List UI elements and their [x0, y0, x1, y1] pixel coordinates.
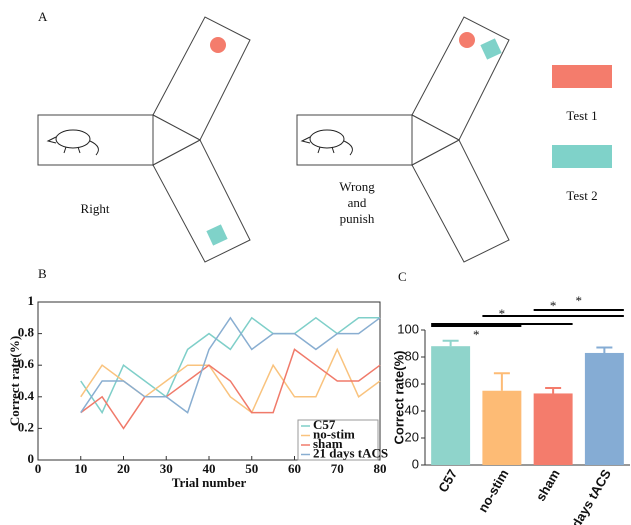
series-line	[81, 318, 380, 413]
x-tick-label: no-stim	[475, 467, 511, 515]
panel-label: B	[38, 266, 47, 281]
y-tick-label: 100	[397, 321, 419, 336]
x-axis-title: Trial number	[172, 475, 247, 490]
legend-swatch	[552, 145, 612, 168]
x-tick-label: 0	[35, 461, 42, 476]
maze-label: Right	[81, 201, 110, 216]
x-tick-label: 30	[160, 461, 173, 476]
x-tick-label: 60	[288, 461, 301, 476]
y-tick-label: 80	[405, 348, 419, 363]
legend-label: Test 2	[566, 188, 597, 203]
y-tick-label: 20	[405, 429, 419, 444]
x-tick-label: sham	[533, 467, 563, 504]
bar	[534, 393, 573, 465]
x-tick-label: 80	[374, 461, 387, 476]
maze-label: and	[348, 195, 367, 210]
x-tick-label: 20	[117, 461, 130, 476]
maze-label: Wrong	[339, 179, 375, 194]
legend-label: 21 days tACS	[313, 445, 388, 460]
bar	[482, 391, 521, 465]
significance-label: *	[499, 306, 506, 321]
bar	[431, 346, 470, 465]
x-tick-label: 21 days tACS	[559, 466, 614, 525]
page: A B C Right Wrong and punish Test 1 Test …	[0, 0, 631, 525]
y-tick-label: 60	[405, 375, 419, 390]
significance-label: *	[473, 327, 480, 342]
x-tick-label: 50	[245, 461, 258, 476]
error-bar	[545, 388, 561, 393]
y-tick-label: 1	[28, 293, 35, 308]
error-bar	[443, 341, 459, 346]
maze-label: punish	[340, 211, 375, 226]
x-tick-label: C57	[435, 467, 460, 495]
panel-label: C	[398, 269, 407, 284]
figure: A B C Right Wrong and punish Test 1 Test …	[0, 0, 631, 525]
significance-label: *	[576, 293, 583, 308]
legend-label: Test 1	[566, 108, 597, 123]
error-bar	[596, 348, 612, 353]
legend-swatch	[552, 65, 612, 88]
maze-right: Right	[38, 17, 250, 262]
bar	[585, 353, 624, 465]
error-bar	[494, 373, 510, 391]
panel-label: A	[38, 9, 48, 24]
y-axis-title: Correct rate(%)	[391, 351, 406, 445]
y-tick-label: 40	[405, 402, 419, 417]
maze-wrong: Wrong and punish	[297, 17, 509, 262]
x-tick-label: 10	[74, 461, 87, 476]
y-tick-label: 0	[28, 451, 35, 466]
x-tick-label: 40	[203, 461, 216, 476]
y-axis-title: Correct rate(%)	[7, 336, 22, 426]
y-tick-label: 0	[412, 456, 419, 471]
x-tick-label: 70	[331, 461, 344, 476]
